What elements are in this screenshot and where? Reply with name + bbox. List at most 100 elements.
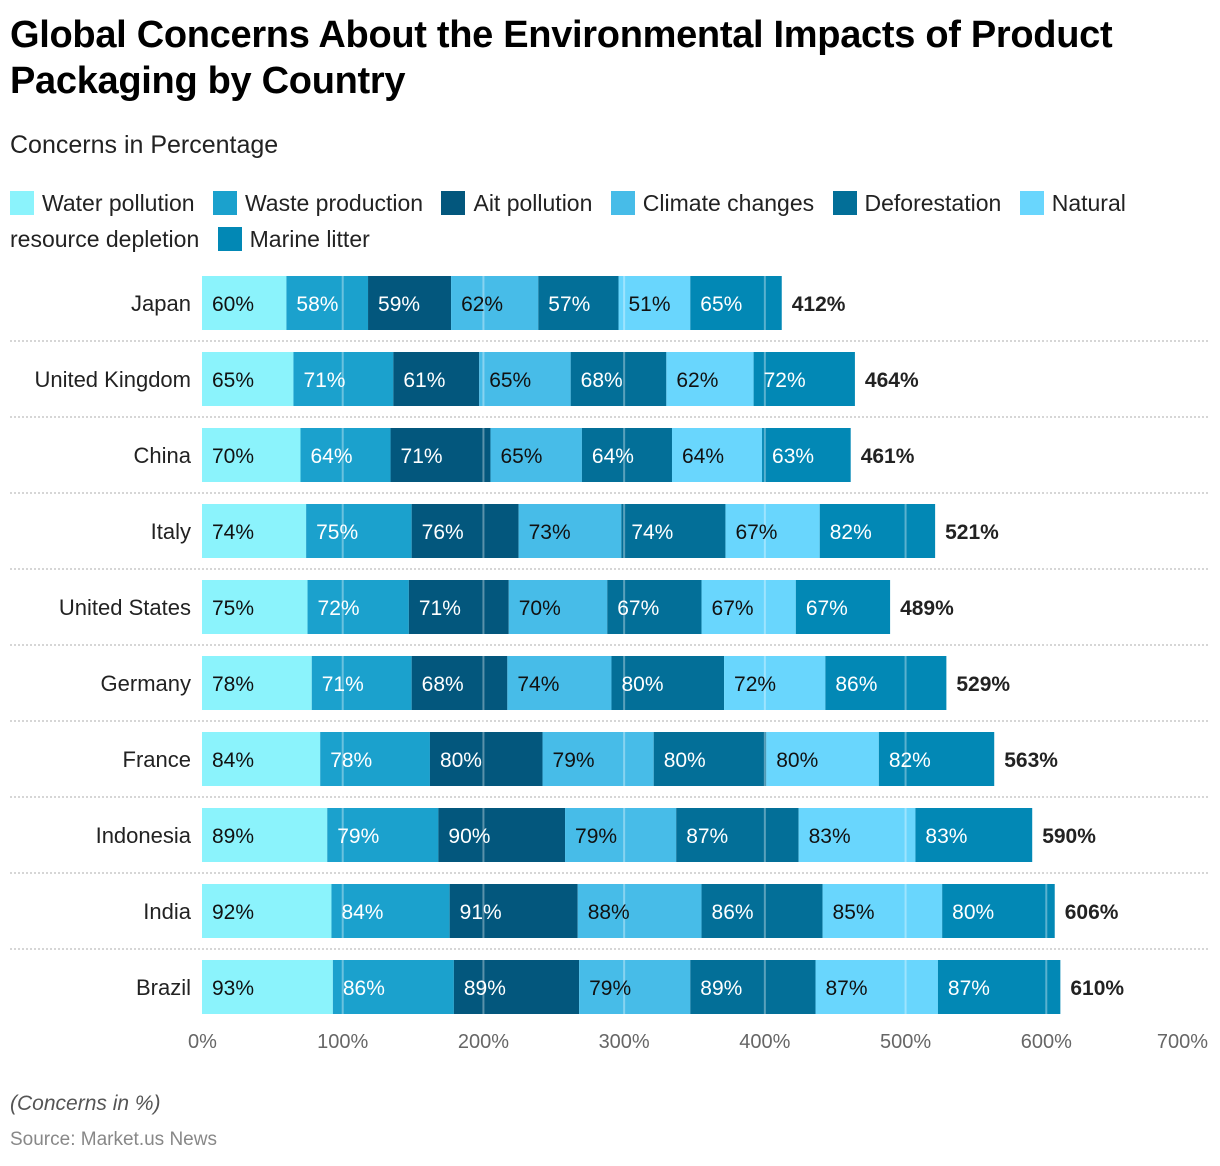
segment-label: 84%: [212, 749, 254, 772]
segment-label: 72%: [318, 597, 360, 620]
bar-segment: [878, 732, 995, 786]
legend-label: Natural resource depletion: [10, 190, 1126, 252]
segment-label: 74%: [517, 673, 559, 696]
bar-segment: [815, 960, 938, 1014]
bar-segment: [300, 428, 391, 482]
bar-segment: [581, 428, 672, 482]
segment-label: 67%: [735, 521, 777, 544]
segment-label: 84%: [341, 901, 383, 924]
category-label: United States: [59, 595, 191, 620]
segment-label: 62%: [461, 293, 503, 316]
legend-item-air-pollution[interactable]: Ait pollution: [441, 190, 592, 216]
legend-item-natural-resource-depletion[interactable]: Natural resource depletion: [10, 190, 1126, 252]
segment-label: 92%: [212, 901, 254, 924]
legend-item-water-pollution[interactable]: Water pollution: [10, 190, 195, 216]
segment-label: 80%: [621, 673, 663, 696]
bar-segment: [327, 808, 439, 862]
segment-label: 73%: [529, 521, 571, 544]
bar-segment: [915, 808, 1033, 862]
segment-label: 93%: [212, 977, 254, 1000]
segment-label: 67%: [712, 597, 754, 620]
segment-label: 86%: [712, 901, 754, 924]
total-label: 521%: [945, 521, 999, 544]
bar-segment: [942, 884, 1055, 938]
category-labels: Japan United Kingdom China Italy United Stat…: [34, 291, 191, 1000]
segment-label: 71%: [419, 597, 461, 620]
bar-segment: [653, 732, 767, 786]
bar-segment: [690, 960, 816, 1014]
source-note: Source: Market.us News: [10, 1129, 217, 1150]
x-tick-label: 0%: [188, 1031, 217, 1053]
bar-segment: [408, 580, 509, 634]
legend-item-deforestation[interactable]: Deforestation: [832, 190, 1001, 216]
bar-segment: [451, 276, 539, 330]
bar-segment: [332, 960, 454, 1014]
bar-segment: [202, 504, 307, 558]
bar-segment: [701, 884, 823, 938]
segment-label: 79%: [575, 825, 617, 848]
category-label: Indonesia: [96, 823, 192, 848]
bar-segment: [508, 580, 608, 634]
segment-label: 86%: [835, 673, 877, 696]
bar-segment: [621, 504, 726, 558]
bar-segment: [202, 580, 308, 634]
segment-label: 83%: [925, 825, 967, 848]
legend-label: Water pollution: [42, 190, 195, 216]
segment-label: 62%: [676, 369, 718, 392]
legend-item-waste-production[interactable]: Waste production: [212, 190, 423, 216]
bar-segment: [429, 732, 543, 786]
bar-segment: [479, 352, 571, 406]
segment-label: 65%: [212, 369, 254, 392]
legend-swatch: [1019, 191, 1044, 215]
bar-segment: [690, 276, 782, 330]
bar-segment: [570, 352, 667, 406]
bar-segment: [666, 352, 754, 406]
legend-swatch: [212, 191, 237, 215]
bar-segment: [202, 732, 321, 786]
category-label: India: [143, 899, 191, 924]
bar-segment: [286, 276, 369, 330]
total-label: 489%: [900, 597, 954, 620]
x-tick-label: 400%: [739, 1031, 790, 1053]
row-separators: [10, 340, 1210, 950]
segment-label: 68%: [422, 673, 464, 696]
bar-segment: [825, 656, 947, 710]
segment-label: 64%: [592, 445, 634, 468]
segment-label: 65%: [489, 369, 531, 392]
bar-segment: [438, 808, 566, 862]
segment-label: 76%: [422, 521, 464, 544]
segment-label: 67%: [806, 597, 848, 620]
bar-segment: [538, 276, 619, 330]
segment-label: 75%: [212, 597, 254, 620]
total-label: 606%: [1065, 901, 1119, 924]
total-labels: 412% 464% 461% 521% 489% 529% 563% 590% 606% 610%: [792, 293, 1125, 1000]
category-label: United Kingdom: [34, 367, 191, 392]
segment-label: 64%: [311, 445, 353, 468]
segment-label: 72%: [764, 369, 806, 392]
segment-label: 86%: [343, 977, 385, 1000]
legend-swatch: [832, 191, 857, 215]
legend-item-marine-litter[interactable]: Marine litter: [217, 226, 370, 252]
bar-segment: [937, 960, 1061, 1014]
total-label: 461%: [861, 445, 915, 468]
bar-segment: [766, 732, 879, 786]
segment-label: 91%: [460, 901, 502, 924]
bars: [202, 276, 1061, 1014]
x-tick-label: 200%: [458, 1031, 509, 1053]
segment-label: 67%: [617, 597, 659, 620]
bar-segment: [701, 580, 796, 634]
legend: Water pollution Waste production Ait pol…: [10, 185, 1210, 257]
bar-segment: [368, 276, 452, 330]
segment-label: 79%: [589, 977, 631, 1000]
total-label: 412%: [792, 293, 846, 316]
chart-title: Global Concerns About the Environmental …: [10, 14, 1113, 102]
segment-label: 58%: [296, 293, 338, 316]
total-label: 590%: [1042, 825, 1096, 848]
segment-label: 72%: [734, 673, 776, 696]
segment-label: 87%: [686, 825, 728, 848]
category-label: Brazil: [136, 975, 191, 1000]
legend-item-climate-changes[interactable]: Climate changes: [610, 190, 814, 216]
bar-segment: [320, 732, 430, 786]
bar-segment: [306, 504, 412, 558]
